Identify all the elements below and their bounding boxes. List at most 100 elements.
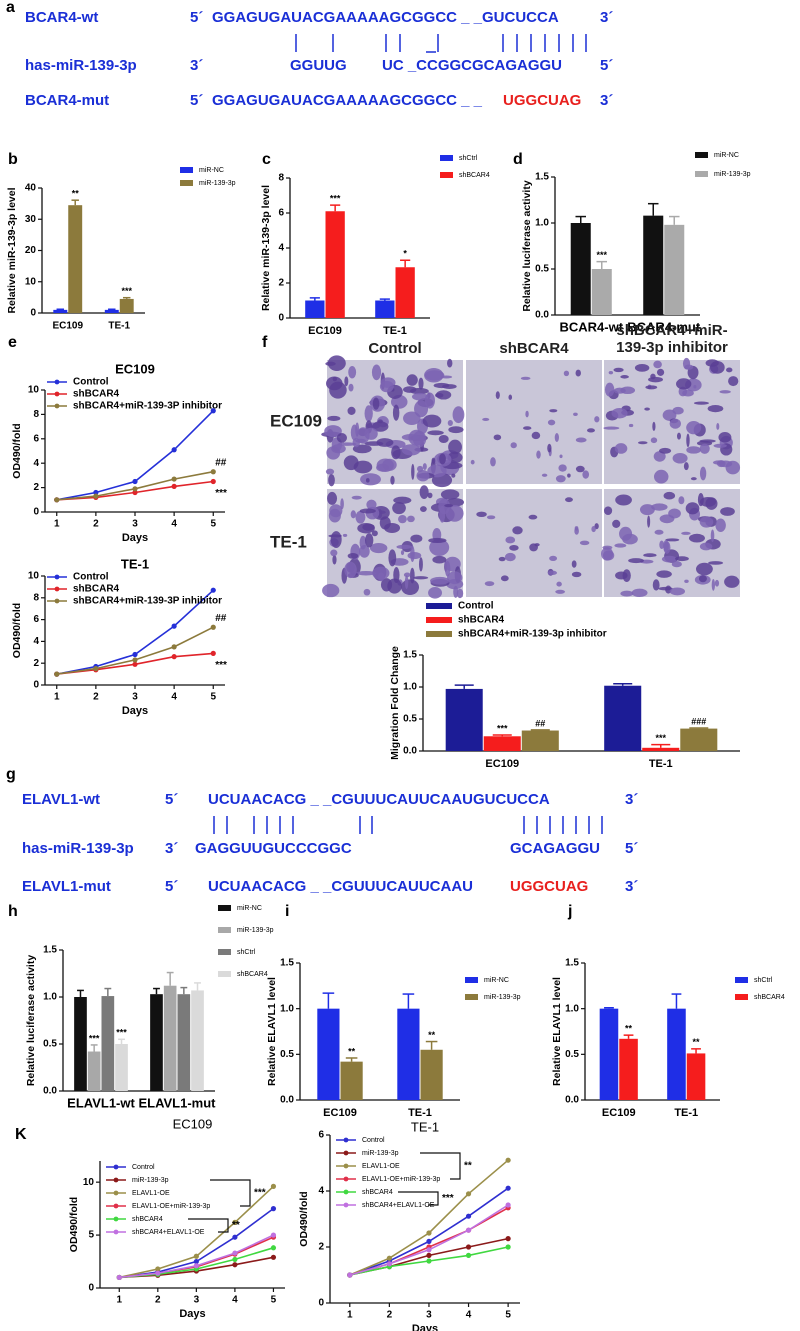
- cell: [719, 390, 731, 394]
- bar: [305, 300, 325, 318]
- cell: [328, 508, 341, 523]
- data-point: [171, 654, 177, 660]
- cell: [644, 407, 650, 411]
- y-tick-label: 8: [33, 592, 39, 603]
- legend-label: shBCAR4+ELAVL1-OE: [132, 1229, 205, 1236]
- cell: [350, 510, 356, 519]
- cell: [573, 412, 578, 417]
- y-tick-label: 8: [278, 173, 284, 184]
- bar: [667, 1008, 686, 1100]
- legend-label: shCtrl: [237, 949, 256, 956]
- cell: [439, 505, 446, 523]
- three-prime-end: 3´: [600, 9, 613, 26]
- cell: [656, 570, 672, 578]
- legend-label: miR-NC: [714, 152, 739, 159]
- cell: [447, 358, 453, 368]
- panel-label: f: [262, 334, 268, 351]
- legend-label: miR-139-3p: [484, 994, 521, 1001]
- cell: [559, 454, 563, 459]
- data-point: [505, 1236, 511, 1242]
- bar: [604, 685, 642, 751]
- panel-label: b: [8, 151, 18, 168]
- cell: [555, 475, 566, 483]
- cell: [686, 433, 690, 448]
- legend-label: shBCAR4+miR-139-3P inhibitor: [73, 596, 222, 607]
- y-tick-label: 0.0: [535, 310, 549, 321]
- data-point: [386, 1255, 392, 1261]
- cell: [720, 507, 735, 516]
- cell: [486, 515, 496, 520]
- cell: [470, 459, 475, 465]
- cell: [648, 376, 663, 383]
- y-tick-label: 20: [25, 245, 37, 256]
- sequence: GGAGUGAUACGAAAAAGCGGCC _ _: [212, 92, 483, 109]
- legend-label: miR-139-3p: [132, 1177, 169, 1184]
- cell: [372, 397, 380, 410]
- significance-label: **: [693, 1037, 701, 1047]
- significance-label: **: [625, 1024, 633, 1034]
- cell: [427, 430, 444, 436]
- cell: [324, 425, 342, 438]
- x-tick-label: 5: [210, 519, 216, 530]
- data-point: [171, 476, 177, 482]
- y-tick-label: 0.0: [403, 746, 417, 757]
- significance-label: ***: [89, 1033, 100, 1043]
- x-tick-label: EC109: [485, 758, 519, 770]
- panel-label: j: [567, 903, 572, 920]
- cell: [498, 556, 506, 562]
- legend-label: ELAVL1-OE+miR-139-3p: [132, 1203, 210, 1210]
- cell: [669, 587, 686, 596]
- cell: [365, 533, 374, 548]
- cell: [448, 426, 464, 434]
- y-axis-label: Relative miR-139-3p level: [260, 185, 272, 311]
- cell: [438, 435, 449, 444]
- bar: [599, 1008, 619, 1100]
- y-tick-label: 1.0: [280, 1003, 294, 1014]
- cell: [402, 386, 417, 393]
- bar: [163, 985, 177, 1091]
- x-tick-label: 1: [54, 692, 60, 703]
- cell: [690, 477, 697, 481]
- data-point: [116, 1274, 122, 1281]
- cell: [482, 417, 490, 422]
- cell: [376, 458, 394, 472]
- data-point: [232, 1219, 238, 1225]
- y-tick-label: 4: [318, 1186, 324, 1197]
- x-tick-label: 5: [210, 692, 216, 703]
- y-tick-label: 0: [30, 308, 36, 319]
- x-tick-label: ELAVL1-wt: [67, 1095, 135, 1110]
- cell: [510, 442, 517, 449]
- data-point: [232, 1256, 238, 1263]
- bar: [420, 1049, 443, 1100]
- legend-marker: [54, 574, 60, 580]
- cell: [523, 426, 532, 430]
- cell: [565, 497, 573, 503]
- bar: [325, 211, 345, 318]
- significance-label: ***: [215, 488, 227, 499]
- cell: [643, 553, 657, 558]
- cell: [509, 544, 519, 551]
- cell: [401, 434, 420, 441]
- sequence: GGUUG: [290, 57, 347, 74]
- legend-label: shBCAR4: [73, 389, 120, 400]
- cell: [558, 464, 567, 472]
- cell: [431, 457, 436, 464]
- x-tick-label: 4: [232, 1295, 238, 1306]
- sequence: GGAGUGAUACGAAAAAGCGGCC _ _GUCUCCA: [212, 9, 559, 26]
- chart-title: EC109: [115, 361, 155, 376]
- sequence: GCAGAGGU: [510, 840, 600, 857]
- cell: [414, 400, 429, 418]
- cell: [541, 473, 548, 477]
- cell: [444, 560, 451, 577]
- data-point: [132, 478, 138, 485]
- cell: [678, 496, 685, 505]
- x-tick-label: TE-1: [649, 758, 673, 770]
- y-tick-label: 2: [33, 658, 39, 669]
- legend-marker: [54, 403, 60, 409]
- data-point: [505, 1157, 511, 1163]
- cell: [547, 419, 556, 426]
- x-tick-label: 1: [116, 1295, 122, 1306]
- cell: [699, 542, 713, 551]
- data-point: [132, 661, 138, 667]
- series-line: [56, 626, 214, 675]
